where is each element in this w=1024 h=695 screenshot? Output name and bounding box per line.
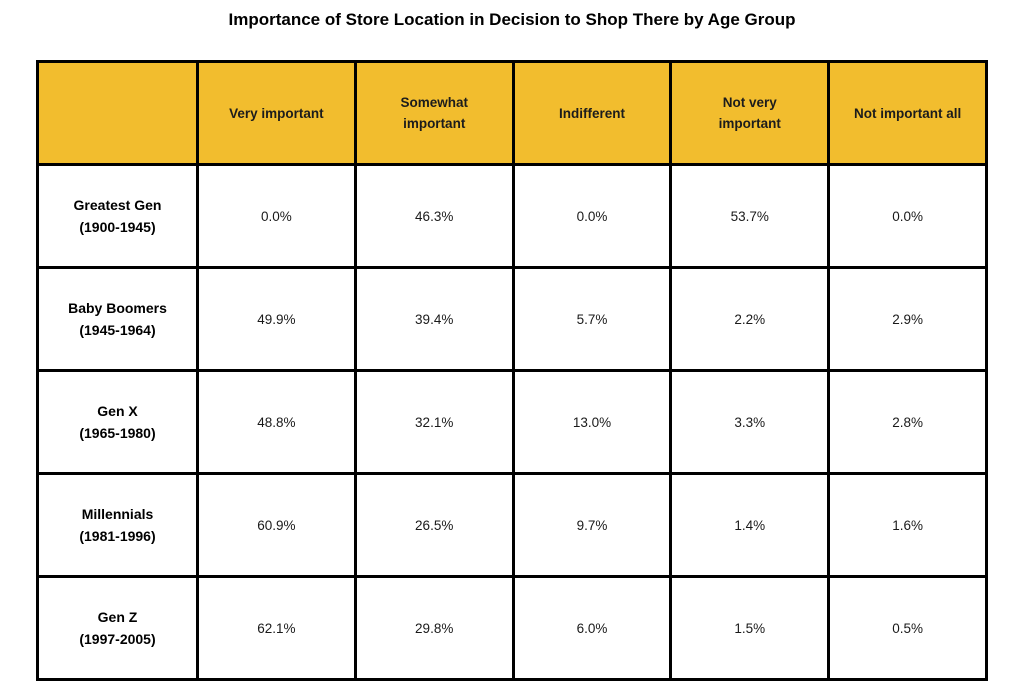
row-header-millennials: Millennials (1981-1996) (36, 472, 199, 578)
data-cell: 13.0% (511, 369, 673, 475)
data-cell: 9.7% (511, 472, 673, 578)
data-cell: 1.4% (669, 472, 831, 578)
table-title: Importance of Store Location in Decision… (228, 10, 796, 29)
table-row-millennials: Millennials (1981-1996) 60.9% 26.5% 9.7%… (36, 472, 988, 578)
table-row-baby-boomers: Baby Boomers (1945-1964) 49.9% 39.4% 5.7… (36, 266, 988, 372)
row-label: Gen X (97, 403, 138, 419)
data-cell: 26.5% (353, 472, 515, 578)
data-cell: 60.9% (196, 472, 357, 578)
column-header-somewhat-important: Somewhat important (353, 60, 515, 166)
data-cell: 2.2% (669, 266, 831, 372)
data-cell: 3.3% (669, 369, 831, 475)
data-table: Very important Somewhat important Indiff… (36, 60, 988, 681)
data-cell: 32.1% (353, 369, 515, 475)
table-row-greatest-gen: Greatest Gen (1900-1945) 0.0% 46.3% 0.0%… (36, 163, 988, 269)
data-cell: 46.3% (353, 163, 515, 269)
row-years: (1997-2005) (79, 631, 156, 647)
column-header-very-important: Very important (196, 60, 357, 166)
row-header-gen-z: Gen Z (1997-2005) (36, 575, 199, 681)
data-cell: 53.7% (669, 163, 831, 269)
data-cell: 62.1% (196, 575, 357, 681)
data-cell: 1.6% (827, 472, 988, 578)
row-header-greatest-gen: Greatest Gen (1900-1945) (36, 163, 199, 269)
column-header-not-important-all: Not important all (827, 60, 988, 166)
row-years: (1900-1945) (79, 219, 156, 235)
row-label: Gen Z (97, 609, 138, 625)
row-label: Baby Boomers (68, 300, 167, 316)
data-cell: 0.0% (511, 163, 673, 269)
data-cell: 29.8% (353, 575, 515, 681)
data-cell: 0.0% (827, 163, 988, 269)
column-header-not-very-important: Not very important (669, 60, 831, 166)
row-header-gen-x: Gen X (1965-1980) (36, 369, 199, 475)
row-label: Millennials (81, 506, 154, 522)
data-cell: 39.4% (353, 266, 515, 372)
header-row: Very important Somewhat important Indiff… (36, 60, 988, 166)
data-cell: 0.5% (827, 575, 988, 681)
data-cell: 48.8% (196, 369, 357, 475)
data-cell: 5.7% (511, 266, 673, 372)
row-years: (1945-1964) (79, 322, 156, 338)
data-cell: 2.8% (827, 369, 988, 475)
row-years: (1965-1980) (79, 425, 156, 441)
column-header-indifferent: Indifferent (511, 60, 673, 166)
data-cell: 0.0% (196, 163, 357, 269)
corner-header-cell (36, 60, 199, 166)
table-row-gen-x: Gen X (1965-1980) 48.8% 32.1% 13.0% 3.3%… (36, 369, 988, 475)
row-header-baby-boomers: Baby Boomers (1945-1964) (36, 266, 199, 372)
row-label: Greatest Gen (73, 197, 162, 213)
data-cell: 6.0% (511, 575, 673, 681)
data-cell: 2.9% (827, 266, 988, 372)
data-cell: 49.9% (196, 266, 357, 372)
data-cell: 1.5% (669, 575, 831, 681)
table-row-gen-z: Gen Z (1997-2005) 62.1% 29.8% 6.0% 1.5% … (36, 575, 988, 681)
row-years: (1981-1996) (79, 528, 156, 544)
